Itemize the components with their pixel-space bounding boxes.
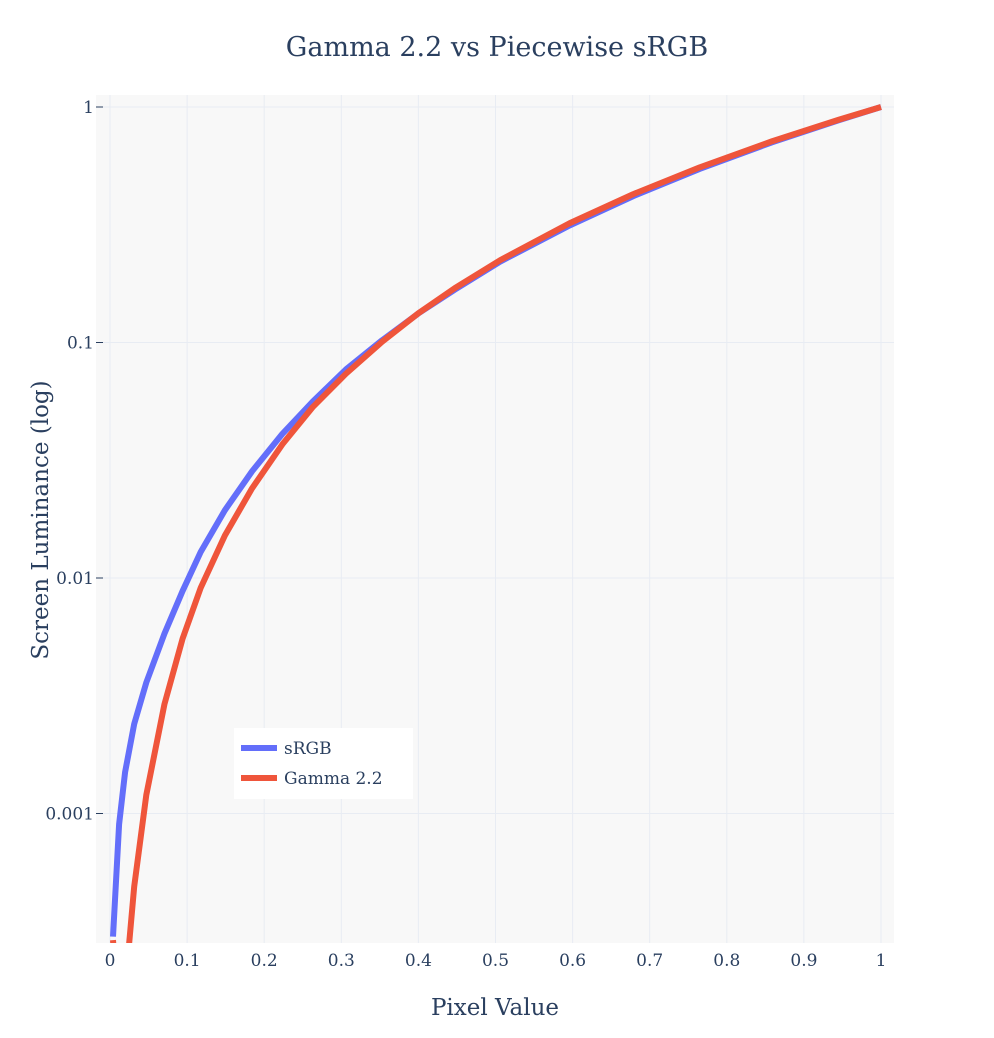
x-tick-label: 0.8: [713, 951, 740, 971]
y-tick-label: 1: [83, 98, 94, 118]
series-line-gamma-2-2: [110, 104, 882, 943]
x-tick-label: 0.9: [790, 951, 817, 971]
legend-label: Gamma 2.2: [284, 769, 383, 789]
y-axis-title: Screen Luminance (log): [28, 380, 54, 659]
series-lines: [110, 104, 882, 943]
x-tick-label: 0.1: [174, 951, 201, 971]
x-tick-label: 0.4: [405, 951, 432, 971]
x-tick-label: 1: [876, 951, 887, 971]
x-tick-label: 0.2: [251, 951, 278, 971]
y-tick-label: 0.001: [45, 805, 94, 825]
y-tick-label: 0.1: [67, 334, 94, 354]
x-tick-label: 0.3: [328, 951, 355, 971]
x-tick-label: 0.7: [636, 951, 663, 971]
x-tick-label: 0.6: [559, 951, 586, 971]
gridlines: [96, 95, 894, 943]
chart-title: Gamma 2.2 vs Piecewise sRGB: [286, 32, 708, 63]
legend-label: sRGB: [284, 739, 332, 759]
x-tick-label: 0.5: [482, 951, 509, 971]
y-tick-label: 0.01: [56, 569, 94, 589]
x-tick-label: 0: [105, 951, 116, 971]
legend: sRGB Gamma 2.2: [234, 728, 413, 799]
x-axis-title: Pixel Value: [431, 995, 559, 1021]
legend-box: [234, 728, 413, 799]
